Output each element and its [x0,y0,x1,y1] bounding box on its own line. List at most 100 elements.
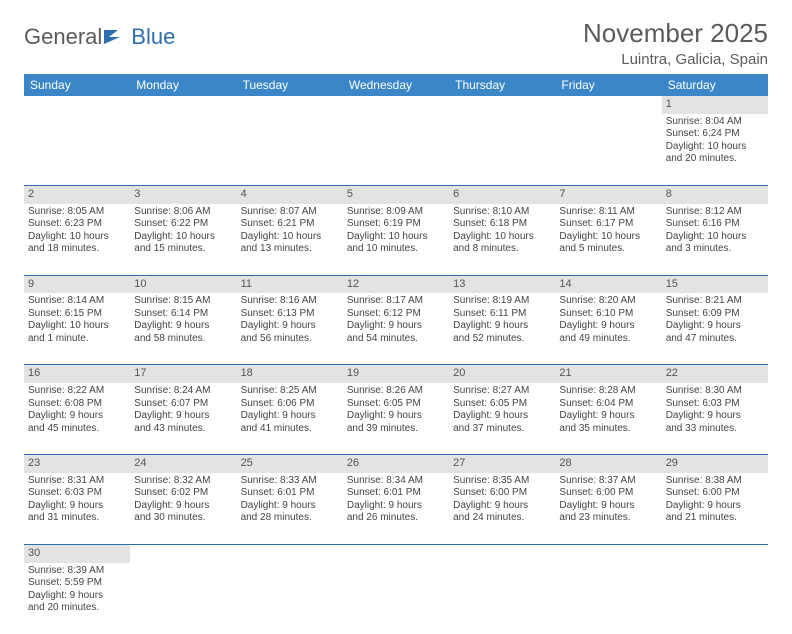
daylight-text: and 18 minutes. [28,243,126,256]
logo-text-2: Blue [131,24,175,50]
day-detail-cell [130,563,236,634]
day-number-cell: 26 [343,455,449,473]
day-detail-cell [237,114,343,186]
daylight-text: and 26 minutes. [347,512,445,525]
sunset-text: Sunset: 6:07 PM [134,398,232,411]
day-number-cell: 4 [237,185,343,203]
sunset-text: Sunset: 6:02 PM [134,487,232,500]
sunset-text: Sunset: 6:03 PM [28,487,126,500]
day-detail-cell: Sunrise: 8:21 AMSunset: 6:09 PMDaylight:… [662,293,768,365]
sunset-text: Sunset: 6:06 PM [241,398,339,411]
day-detail-cell: Sunrise: 8:07 AMSunset: 6:21 PMDaylight:… [237,204,343,276]
daylight-text: Daylight: 9 hours [453,410,551,423]
daylight-text: and 28 minutes. [241,512,339,525]
daylight-text: Daylight: 9 hours [453,500,551,513]
day-detail-cell: Sunrise: 8:16 AMSunset: 6:13 PMDaylight:… [237,293,343,365]
day-detail-cell [343,563,449,634]
day-number-row: 9101112131415 [24,275,768,293]
weekday-header: Thursday [449,74,555,96]
day-detail-cell [555,563,661,634]
sunset-text: Sunset: 6:05 PM [453,398,551,411]
daylight-text: and 21 minutes. [666,512,764,525]
day-detail-cell: Sunrise: 8:38 AMSunset: 6:00 PMDaylight:… [662,473,768,545]
sunset-text: Sunset: 5:59 PM [28,577,126,590]
sunrise-text: Sunrise: 8:26 AM [347,385,445,398]
sunset-text: Sunset: 6:00 PM [453,487,551,500]
daylight-text: and 5 minutes. [559,243,657,256]
day-detail-cell: Sunrise: 8:32 AMSunset: 6:02 PMDaylight:… [130,473,236,545]
day-detail-cell [343,114,449,186]
daylight-text: and 41 minutes. [241,423,339,436]
sunset-text: Sunset: 6:17 PM [559,218,657,231]
daylight-text: Daylight: 9 hours [241,320,339,333]
daylight-text: Daylight: 10 hours [666,141,764,154]
daylight-text: Daylight: 9 hours [666,500,764,513]
day-number-cell [130,96,236,114]
daylight-text: and 3 minutes. [666,243,764,256]
daylight-text: and 39 minutes. [347,423,445,436]
day-number-cell [24,96,130,114]
day-number-cell [662,544,768,562]
sunrise-text: Sunrise: 8:28 AM [559,385,657,398]
daylight-text: Daylight: 9 hours [666,410,764,423]
day-detail-cell: Sunrise: 8:05 AMSunset: 6:23 PMDaylight:… [24,204,130,276]
weekday-header-row: Sunday Monday Tuesday Wednesday Thursday… [24,74,768,96]
day-number-cell: 25 [237,455,343,473]
day-detail-cell [662,563,768,634]
day-detail-cell: Sunrise: 8:04 AMSunset: 6:24 PMDaylight:… [662,114,768,186]
day-number-cell: 23 [24,455,130,473]
calendar-table: Sunday Monday Tuesday Wednesday Thursday… [24,74,768,634]
daylight-text: Daylight: 9 hours [347,320,445,333]
day-number-cell: 13 [449,275,555,293]
day-detail-cell: Sunrise: 8:33 AMSunset: 6:01 PMDaylight:… [237,473,343,545]
day-number-cell: 2 [24,185,130,203]
daylight-text: and 45 minutes. [28,423,126,436]
daylight-text: Daylight: 9 hours [347,410,445,423]
sunrise-text: Sunrise: 8:32 AM [134,475,232,488]
daylight-text: Daylight: 10 hours [666,231,764,244]
daylight-text: and 15 minutes. [134,243,232,256]
daylight-text: Daylight: 9 hours [134,500,232,513]
sunset-text: Sunset: 6:16 PM [666,218,764,231]
daylight-text: Daylight: 9 hours [453,320,551,333]
sunset-text: Sunset: 6:05 PM [347,398,445,411]
day-number-cell: 30 [24,544,130,562]
day-number-cell: 18 [237,365,343,383]
sunset-text: Sunset: 6:14 PM [134,308,232,321]
daylight-text: and 30 minutes. [134,512,232,525]
day-number-cell: 11 [237,275,343,293]
day-number-cell [237,544,343,562]
daylight-text: Daylight: 9 hours [347,500,445,513]
day-number-cell [237,96,343,114]
day-detail-row: Sunrise: 8:22 AMSunset: 6:08 PMDaylight:… [24,383,768,455]
sunset-text: Sunset: 6:13 PM [241,308,339,321]
day-detail-row: Sunrise: 8:14 AMSunset: 6:15 PMDaylight:… [24,293,768,365]
day-number-cell: 17 [130,365,236,383]
sunrise-text: Sunrise: 8:14 AM [28,295,126,308]
day-detail-cell: Sunrise: 8:27 AMSunset: 6:05 PMDaylight:… [449,383,555,455]
page-title: November 2025 [583,18,768,49]
day-number-row: 30 [24,544,768,562]
sunrise-text: Sunrise: 8:16 AM [241,295,339,308]
sunrise-text: Sunrise: 8:37 AM [559,475,657,488]
day-detail-cell: Sunrise: 8:14 AMSunset: 6:15 PMDaylight:… [24,293,130,365]
daylight-text: and 8 minutes. [453,243,551,256]
weekday-header: Saturday [662,74,768,96]
sunrise-text: Sunrise: 8:39 AM [28,565,126,578]
sunrise-text: Sunrise: 8:22 AM [28,385,126,398]
sunset-text: Sunset: 6:11 PM [453,308,551,321]
day-number-cell [555,544,661,562]
sunset-text: Sunset: 6:00 PM [666,487,764,500]
day-number-cell: 15 [662,275,768,293]
sunrise-text: Sunrise: 8:15 AM [134,295,232,308]
weekday-header: Friday [555,74,661,96]
sunrise-text: Sunrise: 8:05 AM [28,206,126,219]
day-detail-cell: Sunrise: 8:28 AMSunset: 6:04 PMDaylight:… [555,383,661,455]
day-number-cell: 21 [555,365,661,383]
daylight-text: and 54 minutes. [347,333,445,346]
daylight-text: and 1 minute. [28,333,126,346]
day-detail-cell: Sunrise: 8:09 AMSunset: 6:19 PMDaylight:… [343,204,449,276]
day-number-cell [130,544,236,562]
daylight-text: and 23 minutes. [559,512,657,525]
day-number-row: 1 [24,96,768,114]
